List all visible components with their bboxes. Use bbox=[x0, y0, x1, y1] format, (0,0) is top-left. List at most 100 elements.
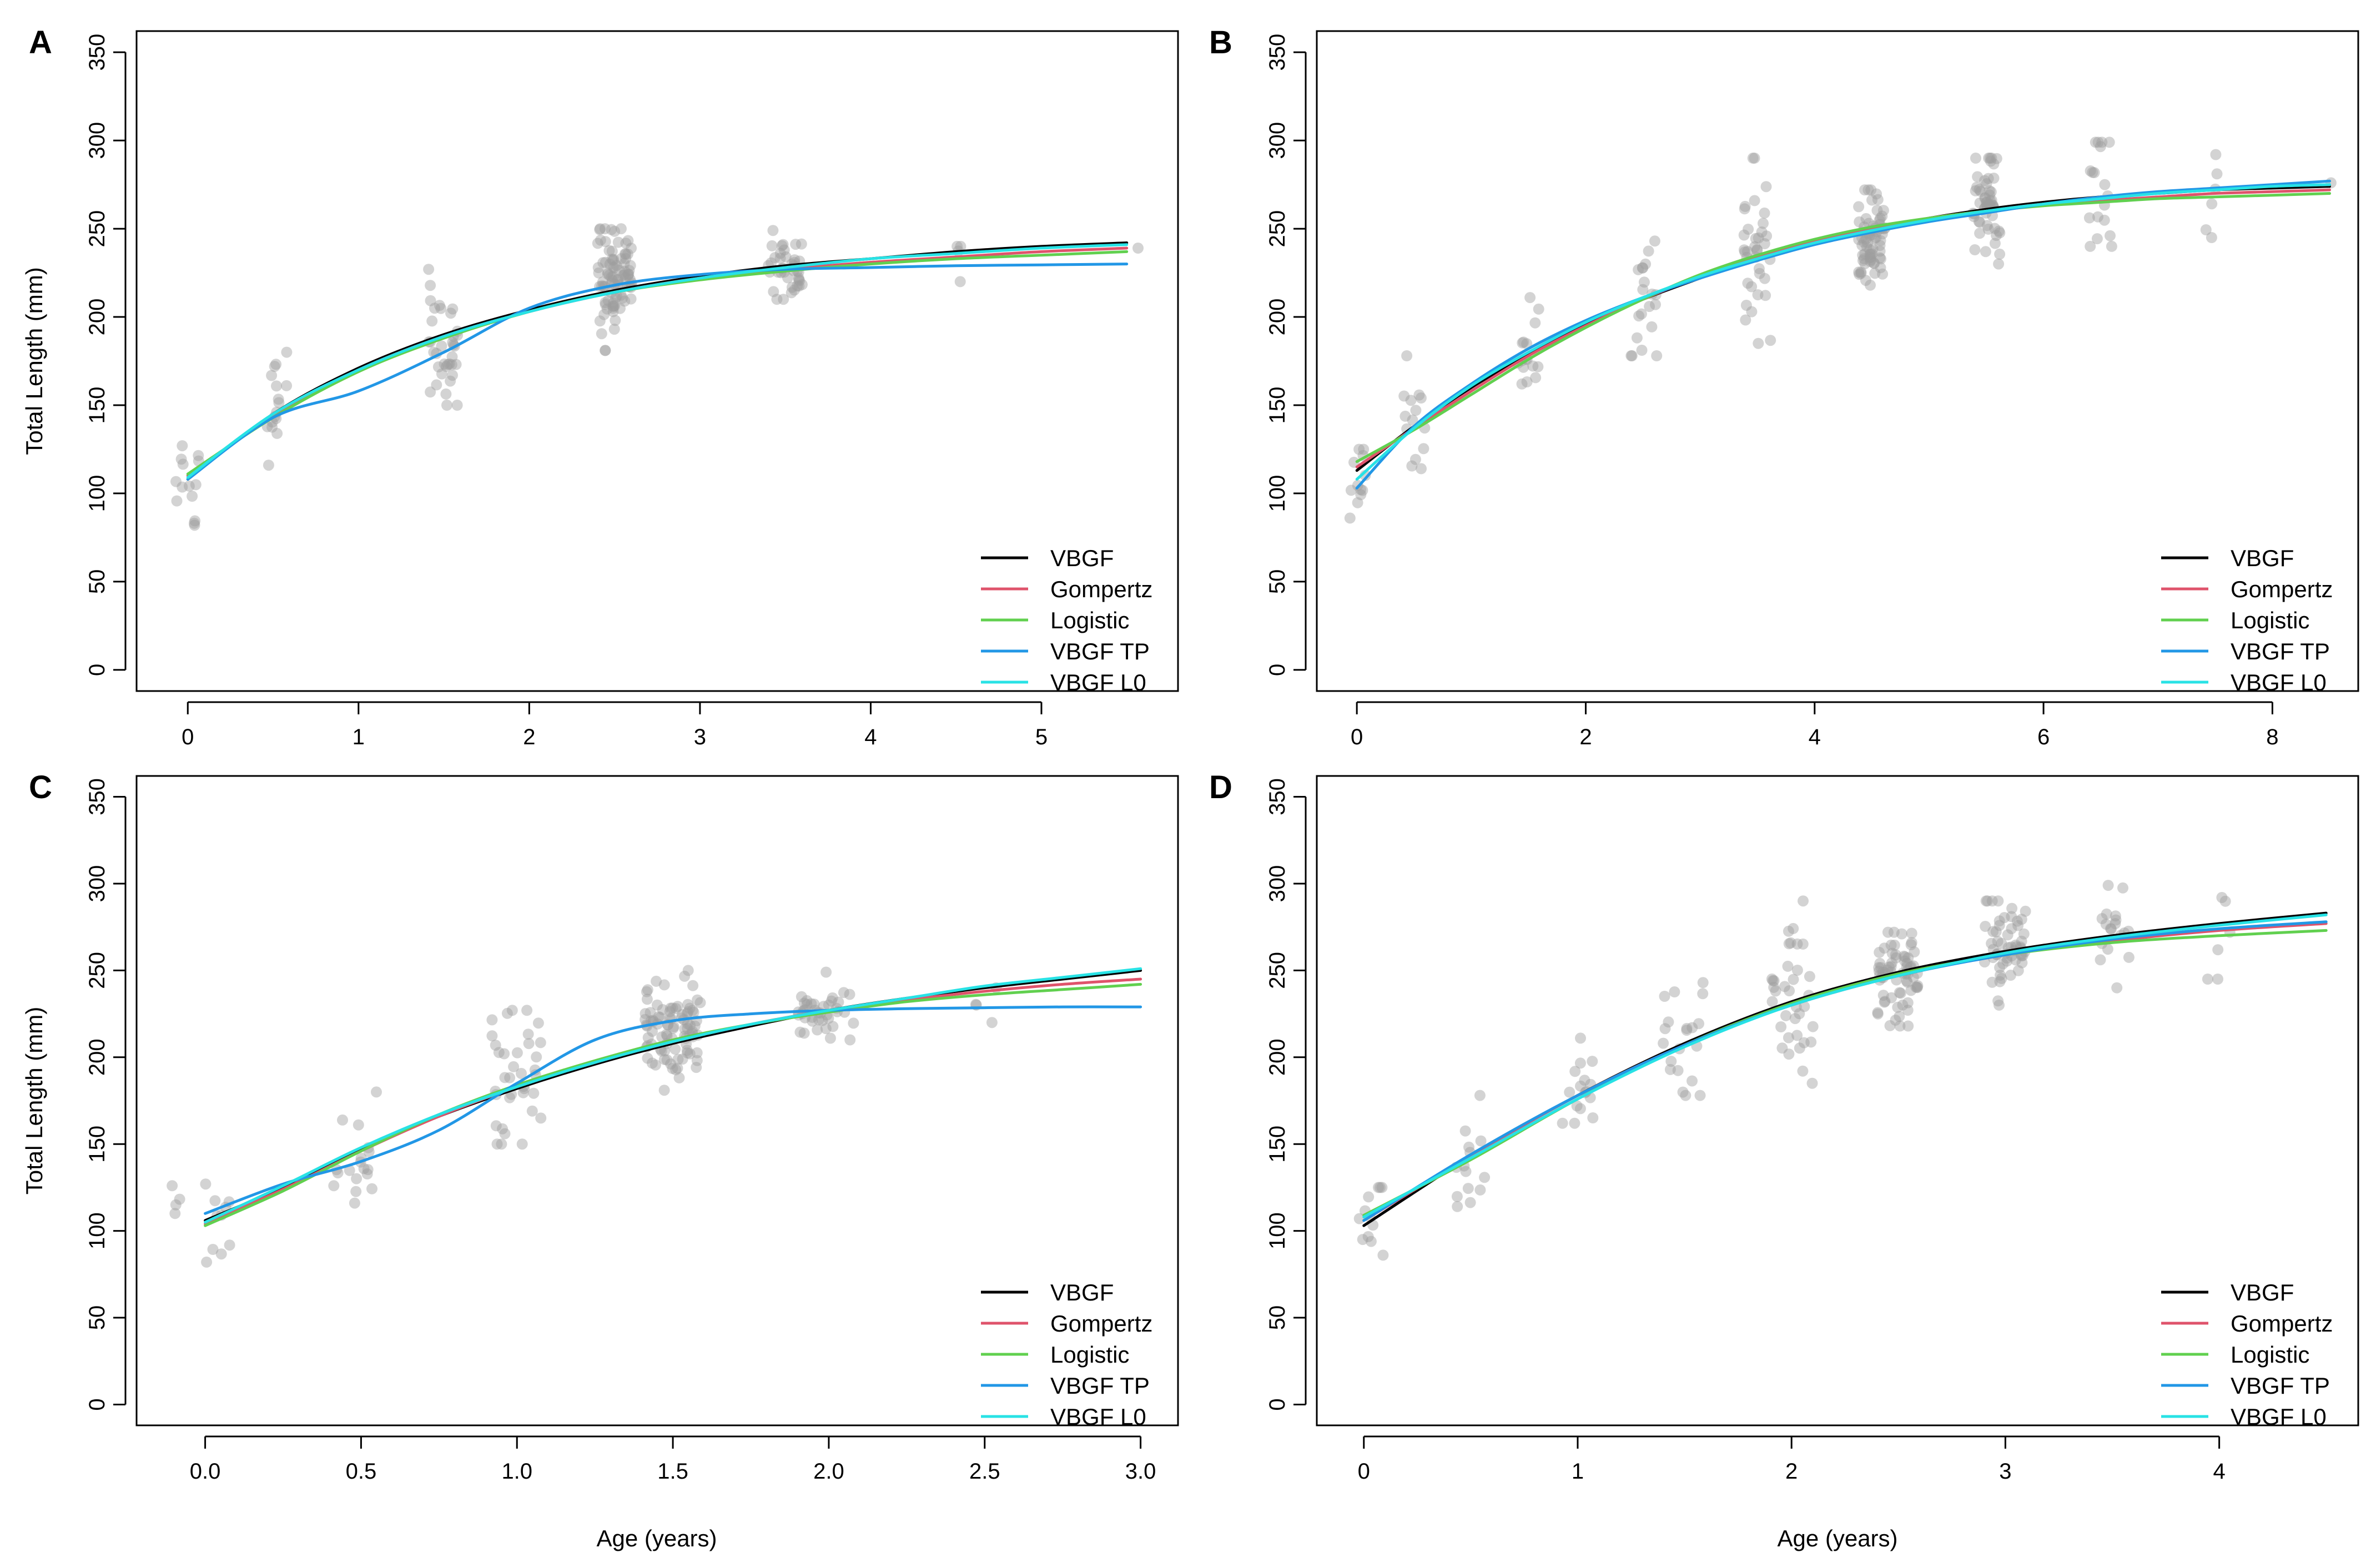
data-point bbox=[1663, 1016, 1674, 1028]
data-point bbox=[1996, 972, 2007, 984]
data-point bbox=[1681, 1025, 1693, 1036]
data-point bbox=[1749, 152, 1760, 164]
data-point bbox=[1794, 1008, 1805, 1020]
data-point bbox=[271, 427, 283, 439]
data-point bbox=[1464, 1197, 1476, 1208]
data-point bbox=[442, 359, 454, 370]
data-point bbox=[641, 986, 652, 997]
data-point bbox=[623, 269, 635, 280]
data-point bbox=[603, 245, 615, 256]
data-point bbox=[607, 271, 619, 283]
data-point bbox=[1687, 1075, 1698, 1087]
data-point bbox=[1791, 938, 1803, 950]
data-point bbox=[679, 970, 691, 982]
data-point bbox=[1345, 485, 1357, 496]
data-point bbox=[619, 295, 631, 307]
data-point bbox=[1633, 264, 1644, 275]
data-point bbox=[1993, 225, 2005, 237]
data-point bbox=[1902, 1005, 1914, 1016]
data-point bbox=[597, 257, 609, 269]
data-point bbox=[1807, 1021, 1819, 1032]
data-point bbox=[602, 268, 613, 280]
data-point bbox=[1991, 153, 2002, 164]
data-point bbox=[1875, 962, 1887, 974]
data-point bbox=[664, 1006, 676, 1017]
data-point bbox=[1401, 350, 1413, 361]
data-point bbox=[532, 1017, 544, 1029]
data-point bbox=[608, 300, 620, 312]
data-point bbox=[1874, 957, 1886, 969]
data-point bbox=[1985, 155, 1996, 167]
data-point bbox=[615, 302, 626, 314]
data-point bbox=[271, 380, 282, 392]
data-point bbox=[790, 239, 802, 250]
data-point bbox=[592, 238, 603, 249]
data-point bbox=[1637, 262, 1649, 274]
data-point bbox=[1969, 244, 1981, 255]
data-point bbox=[1353, 443, 1365, 455]
data-point bbox=[684, 1020, 696, 1031]
data-point bbox=[592, 262, 604, 274]
data-point bbox=[1749, 195, 1760, 206]
data-point bbox=[1874, 240, 1886, 251]
data-point bbox=[2110, 910, 2121, 922]
data-point bbox=[618, 258, 630, 269]
data-point bbox=[1853, 201, 1865, 213]
legend-label: Gompertz bbox=[2231, 1310, 2333, 1337]
data-point bbox=[1988, 173, 2000, 184]
data-point bbox=[1993, 258, 2005, 270]
data-point bbox=[2219, 895, 2231, 907]
data-point bbox=[682, 1022, 693, 1034]
x-tick-label: 2 bbox=[1785, 1459, 1798, 1484]
data-point bbox=[1750, 233, 1761, 244]
data-point bbox=[1405, 395, 1417, 406]
data-point bbox=[1740, 300, 1752, 311]
data-point bbox=[1902, 1020, 1914, 1032]
data-point bbox=[2016, 935, 2027, 947]
data-point bbox=[2105, 230, 2116, 241]
data-point bbox=[1865, 256, 1876, 267]
data-point bbox=[1874, 245, 1886, 257]
x-tick-label: 6 bbox=[2037, 725, 2050, 749]
data-point bbox=[269, 361, 280, 372]
data-point bbox=[1646, 321, 1658, 332]
data-point bbox=[813, 1014, 824, 1026]
legend-label: Logistic bbox=[2231, 1342, 2309, 1368]
data-point bbox=[1664, 1063, 1676, 1075]
data-point bbox=[1739, 203, 1750, 215]
y-tick-label: 200 bbox=[1265, 299, 1290, 336]
data-point bbox=[1889, 939, 1900, 951]
data-point bbox=[1524, 292, 1536, 304]
y-tick-label: 350 bbox=[85, 34, 109, 71]
data-point bbox=[687, 1005, 698, 1016]
data-point bbox=[771, 294, 783, 305]
data-point bbox=[1697, 977, 1709, 989]
data-point bbox=[679, 1023, 691, 1035]
data-point bbox=[1877, 205, 1889, 216]
data-point bbox=[426, 315, 438, 327]
x-tick-label: 0 bbox=[1358, 1459, 1370, 1484]
data-point bbox=[1789, 1013, 1801, 1025]
data-point bbox=[1853, 266, 1865, 278]
data-point bbox=[600, 299, 611, 310]
data-point bbox=[1867, 243, 1879, 255]
y-tick-label: 200 bbox=[85, 1038, 109, 1076]
data-point bbox=[508, 1061, 520, 1072]
data-point bbox=[1987, 926, 1999, 937]
data-point bbox=[1659, 1023, 1671, 1035]
data-point bbox=[640, 1008, 651, 1020]
data-point bbox=[2123, 951, 2135, 963]
data-point bbox=[661, 1030, 673, 1042]
legend-label: Logistic bbox=[2231, 607, 2309, 633]
data-point bbox=[1857, 249, 1869, 261]
data-point bbox=[1413, 389, 1425, 401]
data-point bbox=[273, 394, 284, 405]
data-point bbox=[1870, 232, 1882, 244]
data-point bbox=[794, 1026, 806, 1038]
data-point bbox=[1894, 1020, 1906, 1032]
data-point bbox=[593, 267, 605, 279]
data-point bbox=[224, 1239, 235, 1251]
data-point bbox=[1776, 1042, 1788, 1054]
data-point bbox=[1858, 236, 1870, 248]
data-point bbox=[1877, 268, 1889, 280]
